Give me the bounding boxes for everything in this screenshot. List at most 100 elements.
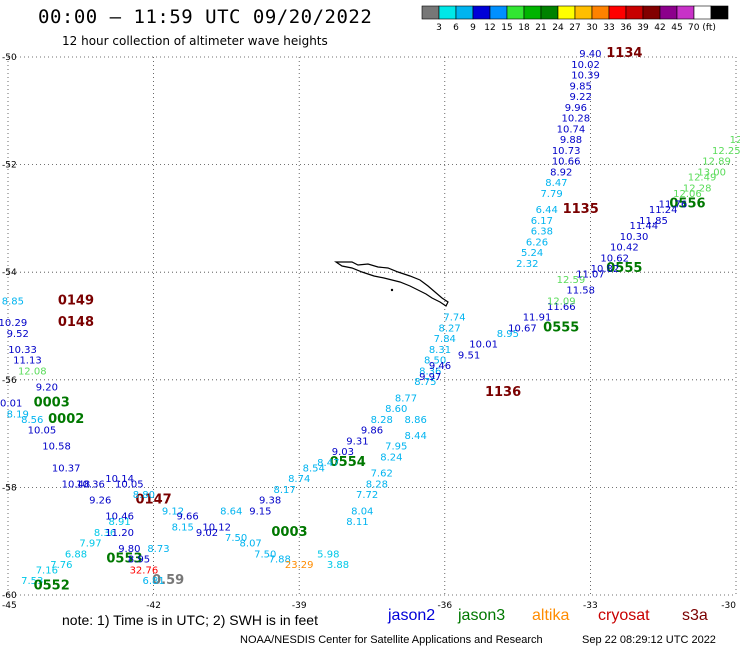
swh-value: 23.29 — [285, 560, 314, 571]
pass-label: 0147 — [136, 493, 172, 508]
swh-value: 8.44 — [405, 431, 427, 442]
lon-tick-label: -45 — [2, 601, 17, 611]
color-swatch — [574, 5, 593, 20]
swh-value: 9.46 — [429, 361, 451, 372]
swh-value: 8.75 — [414, 377, 436, 388]
swh-value: 6.38 — [531, 227, 553, 238]
legend-altika: altika — [532, 607, 570, 624]
color-scale-label: 27 — [569, 23, 580, 33]
swh-value: 8.31 — [429, 345, 451, 356]
pass-label: 0554 — [330, 455, 366, 470]
color-swatch — [506, 5, 525, 20]
pass-label: 0553 — [106, 552, 142, 567]
map-subtitle: 12 hour collection of altimeter wave hei… — [62, 34, 328, 48]
color-swatch — [642, 5, 661, 20]
swh-value: 8.56 — [21, 415, 43, 426]
swh-value: 10.82 — [591, 264, 620, 275]
swh-value: 8.86 — [405, 415, 427, 426]
swh-value: 7.16 — [36, 565, 58, 576]
swh-value: 6.17 — [531, 216, 553, 227]
swh-value: 3.88 — [327, 560, 349, 571]
color-scale-label: 15 — [501, 23, 512, 33]
swh-value: 12.49 — [688, 173, 717, 184]
swh-value: 8.47 — [545, 178, 567, 189]
color-swatch — [676, 5, 695, 20]
swh-value: 10.37 — [52, 463, 81, 474]
swh-value: 8.77 — [395, 393, 417, 404]
swh-value: 8.04 — [351, 506, 373, 517]
timestamp-text: Sep 22 08:29:12 UTC 2022 — [582, 634, 716, 646]
lat-tick-label: -58 — [2, 483, 17, 493]
swh-value: 10.58 — [42, 442, 71, 453]
lon-tick-label: -33 — [583, 601, 598, 611]
swh-value: 8.50 — [424, 356, 446, 367]
swh-value: 8.27 — [439, 323, 461, 334]
swh-value: 6.81 — [142, 576, 164, 587]
swh-value: 8.36 — [94, 528, 116, 539]
note-text: note: 1) Time is in UTC; 2) SWH is in fe… — [62, 612, 318, 628]
swh-value: 12.06 — [673, 189, 702, 200]
color-scale-label: 36 — [620, 23, 632, 33]
island-coastline — [334, 261, 449, 307]
swh-value: 9.80 — [118, 544, 140, 555]
pass-label: 0.59 — [152, 573, 184, 588]
swh-value: 11.24 — [649, 205, 678, 216]
swh-value: 8.92 — [550, 167, 572, 178]
swh-value: 10.33 — [8, 345, 37, 356]
color-swatch — [625, 5, 644, 20]
swh-value: 9.51 — [458, 350, 480, 361]
swh-value: 9.85 — [570, 81, 592, 92]
swh-value: 10.36 — [76, 479, 105, 490]
swh-value: 9.52 — [7, 329, 29, 340]
swh-value: 12.25 — [712, 146, 740, 157]
pass-label: 0003 — [271, 525, 307, 540]
color-scale-label: 21 — [535, 23, 546, 33]
swh-value: 32.76 — [130, 565, 159, 576]
pass-label: 0555 — [543, 320, 579, 335]
swh-value: 11.91 — [523, 313, 552, 324]
swh-value: 8.80 — [133, 490, 155, 501]
lat-tick-label: -52 — [2, 161, 17, 171]
lat-tick-label: -50 — [2, 53, 17, 63]
swh-value: 10.48 — [62, 479, 91, 490]
swh-value: 7.53 — [21, 576, 43, 587]
color-swatch — [438, 5, 457, 20]
swh-value: 8.60 — [385, 404, 407, 415]
swh-value: 7.50 — [254, 549, 276, 560]
color-swatch — [421, 5, 440, 20]
swh-value: 7.72 — [356, 490, 378, 501]
swh-value: 8.15 — [172, 522, 194, 533]
map-grid — [7, 56, 737, 596]
swh-value: 7.50 — [225, 533, 247, 544]
swh-value: 11.58 — [566, 286, 595, 297]
swh-value: 7.76 — [50, 560, 72, 571]
swh-value: 10.46 — [105, 512, 134, 523]
swh-value: 10.30 — [620, 232, 649, 243]
swh-value: 8.74 — [288, 474, 310, 485]
color-swatch — [472, 5, 491, 20]
swh-value: 9.97 — [419, 372, 441, 383]
swh-value: 9.86 — [361, 426, 383, 437]
lon-tick-label: -39 — [292, 601, 307, 611]
swh-value: 10.05 — [115, 479, 144, 490]
color-swatch — [693, 5, 712, 20]
pass-label: 1136 — [485, 385, 521, 400]
color-scale-label: 30 — [586, 23, 598, 33]
swh-value: 9.15 — [249, 506, 271, 517]
swh-value: 9.02 — [196, 528, 218, 539]
swh-value: 10.14 — [105, 474, 134, 485]
pass-label: 0149 — [58, 293, 94, 308]
color-swatch — [557, 5, 576, 20]
swh-value: 7.79 — [540, 189, 562, 200]
color-swatch — [489, 5, 508, 20]
color-scale-label: 3 — [436, 23, 442, 33]
pass-label: 1134 — [606, 46, 642, 61]
swh-value: 7.62 — [371, 469, 393, 480]
swh-value: 11.66 — [547, 302, 576, 313]
color-swatch — [608, 5, 627, 20]
swh-value: 9.66 — [176, 512, 198, 523]
swh-value: 8.24 — [380, 453, 402, 464]
color-scale-label: 45 — [671, 23, 682, 33]
swh-value: 8.54 — [303, 463, 325, 474]
pass-label: 0552 — [34, 579, 70, 594]
